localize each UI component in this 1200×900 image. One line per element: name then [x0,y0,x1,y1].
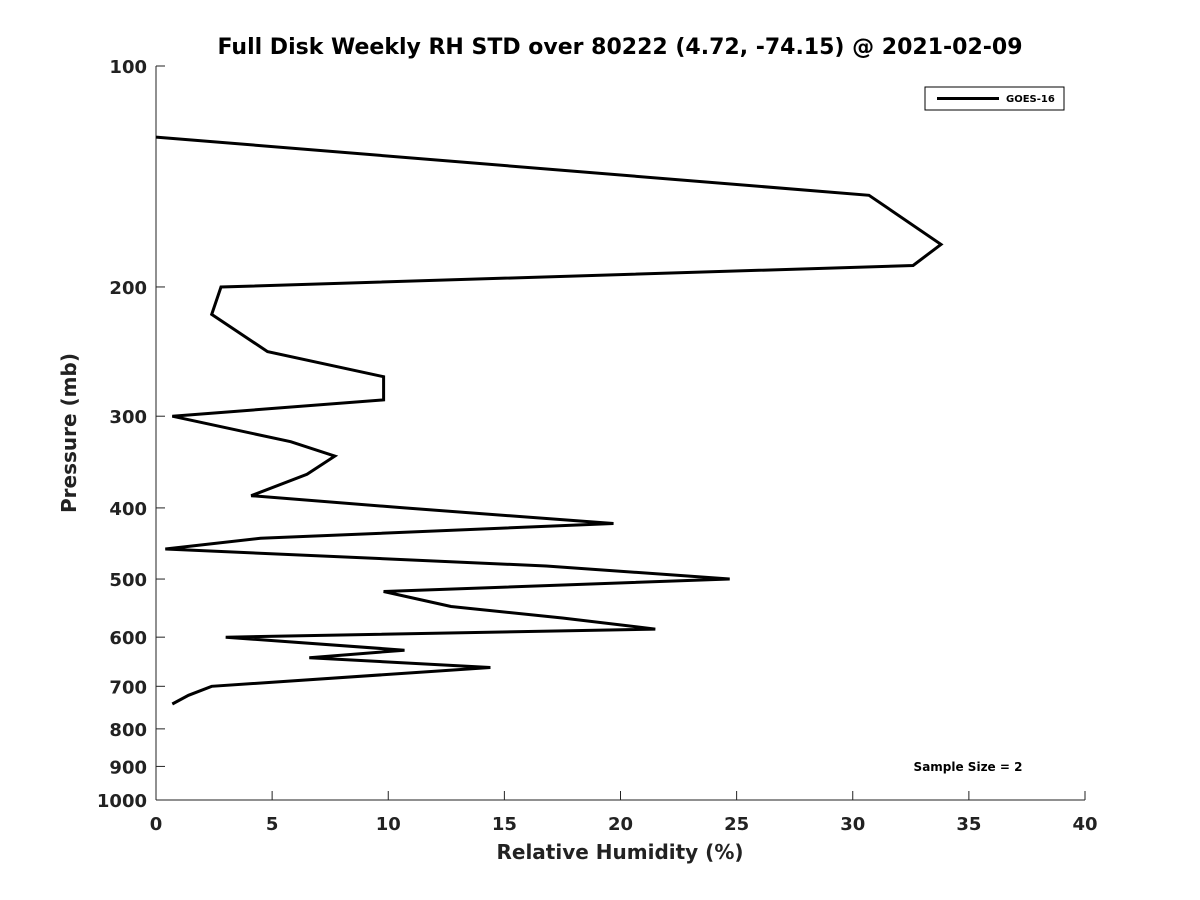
legend-label-goes-16: GOES-16 [1006,94,1055,105]
chart-title: Full Disk Weekly RH STD over 80222 (4.72… [217,35,1022,60]
x-tick-label: 25 [724,814,749,835]
y-axis-ticks: 100 200 300 400 500 600 700 800 900 1000 [97,57,165,812]
y-tick-label: 200 [109,278,147,299]
y-tick-label: 400 [109,499,147,520]
legend: GOES-16 [924,86,1065,111]
y-tick-label: 600 [109,628,147,649]
x-tick-label: 0 [150,814,163,835]
y-tick-label: 900 [109,757,147,778]
x-tick-label: 30 [840,814,865,835]
series-line-goes-16 [155,135,944,706]
y-tick-label: 800 [109,720,147,741]
x-axis-ticks: 0 5 10 15 20 25 30 35 40 [150,791,1098,835]
y-tick-label: 1000 [97,791,147,812]
x-tick-label: 5 [266,814,279,835]
x-axis-label: Relative Humidity (%) [496,840,743,864]
x-tick-label: 40 [1072,814,1097,835]
series-lines [155,135,944,706]
x-tick-label: 15 [492,814,517,835]
sample-size-annotation: Sample Size = 2 [914,760,1023,774]
y-axis-label: Pressure (mb) [57,353,81,513]
y-tick-label: 300 [109,407,147,428]
y-tick-label: 500 [109,570,147,591]
x-tick-label: 10 [376,814,401,835]
x-tick-label: 20 [608,814,633,835]
y-tick-label: 700 [109,677,147,698]
y-tick-label: 100 [109,57,147,78]
x-tick-label: 35 [956,814,981,835]
